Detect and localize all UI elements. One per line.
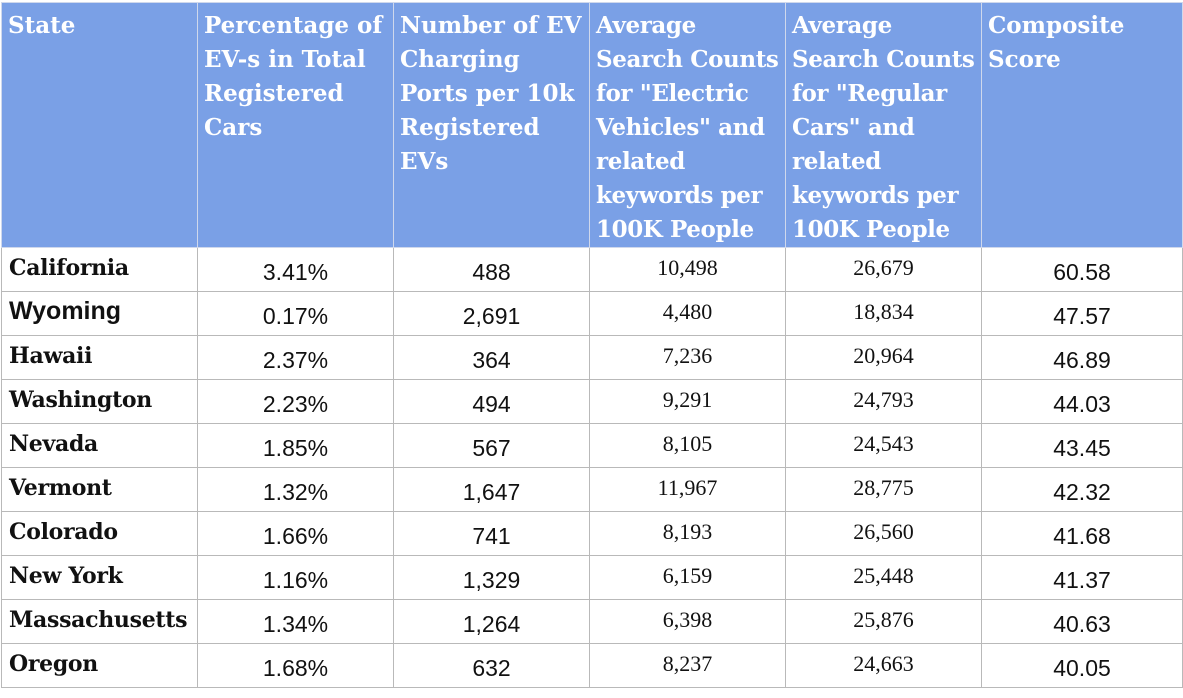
pct-ev-cell: 0.17% [197,291,394,336]
composite-score-cell: 41.68 [981,511,1183,556]
header-charging-ports: Number of EV Charging Ports per 10k Regi… [393,2,590,248]
search-ev-cell: 8,105 [589,423,786,468]
search-ev-cell: 6,398 [589,599,786,644]
header-state: State [1,2,198,248]
charging-ports-cell: 488 [393,247,590,292]
table-row: New York 1.16% 1,329 6,159 25,448 41.37 [1,555,1183,600]
composite-score-cell: 41.37 [981,555,1183,600]
table-row: Oregon 1.68% 632 8,237 24,663 40.05 [1,643,1183,688]
state-cell: New York [1,555,198,600]
state-cell: Vermont [1,467,198,512]
charging-ports-cell: 1,647 [393,467,590,512]
composite-score-cell: 40.63 [981,599,1183,644]
pct-ev-cell: 2.23% [197,379,394,424]
header-search-regular: Average Search Counts for "Regular Cars"… [785,2,982,248]
search-regular-cell: 18,834 [785,291,982,336]
header-composite-score: Composite Score [981,2,1183,248]
table-row: Washington 2.23% 494 9,291 24,793 44.03 [1,379,1183,424]
pct-ev-cell: 1.34% [197,599,394,644]
header-search-ev: Average Search Counts for "Electric Vehi… [589,2,786,248]
pct-ev-cell: 1.85% [197,423,394,468]
search-regular-cell: 24,543 [785,423,982,468]
state-cell: Hawaii [1,335,198,380]
search-ev-cell: 11,967 [589,467,786,512]
charging-ports-cell: 494 [393,379,590,424]
search-ev-cell: 9,291 [589,379,786,424]
composite-score-cell: 42.32 [981,467,1183,512]
search-regular-cell: 25,448 [785,555,982,600]
state-cell: Wyoming [1,291,198,336]
composite-score-cell: 43.45 [981,423,1183,468]
composite-score-cell: 47.57 [981,291,1183,336]
table-header-row: State Percentage of EV-s in Total Regist… [1,2,1183,248]
pct-ev-cell: 1.16% [197,555,394,600]
table-row: Massachusetts 1.34% 1,264 6,398 25,876 4… [1,599,1183,644]
search-ev-cell: 4,480 [589,291,786,336]
search-regular-cell: 26,560 [785,511,982,556]
pct-ev-cell: 3.41% [197,247,394,292]
state-cell: Washington [1,379,198,424]
pct-ev-cell: 2.37% [197,335,394,380]
state-cell: California [1,247,198,292]
table-row: California 3.41% 488 10,498 26,679 60.58 [1,247,1183,292]
search-regular-cell: 24,663 [785,643,982,688]
charging-ports-cell: 1,264 [393,599,590,644]
header-pct-ev: Percentage of EV-s in Total Registered C… [197,2,394,248]
composite-score-cell: 44.03 [981,379,1183,424]
charging-ports-cell: 567 [393,423,590,468]
charging-ports-cell: 1,329 [393,555,590,600]
state-cell: Colorado [1,511,198,556]
state-cell: Oregon [1,643,198,688]
search-ev-cell: 10,498 [589,247,786,292]
table-row: Wyoming 0.17% 2,691 4,480 18,834 47.57 [1,291,1183,336]
table-row: Vermont 1.32% 1,647 11,967 28,775 42.32 [1,467,1183,512]
pct-ev-cell: 1.32% [197,467,394,512]
charging-ports-cell: 364 [393,335,590,380]
search-regular-cell: 26,679 [785,247,982,292]
charging-ports-cell: 632 [393,643,590,688]
search-ev-cell: 8,193 [589,511,786,556]
search-regular-cell: 25,876 [785,599,982,644]
composite-score-cell: 46.89 [981,335,1183,380]
search-ev-cell: 7,236 [589,335,786,380]
search-ev-cell: 6,159 [589,555,786,600]
state-cell: Nevada [1,423,198,468]
search-ev-cell: 8,237 [589,643,786,688]
state-cell: Massachusetts [1,599,198,644]
table-row: Hawaii 2.37% 364 7,236 20,964 46.89 [1,335,1183,380]
table-row: Nevada 1.85% 567 8,105 24,543 43.45 [1,423,1183,468]
composite-score-cell: 40.05 [981,643,1183,688]
charging-ports-cell: 2,691 [393,291,590,336]
search-regular-cell: 20,964 [785,335,982,380]
search-regular-cell: 24,793 [785,379,982,424]
search-regular-cell: 28,775 [785,467,982,512]
composite-score-cell: 60.58 [981,247,1183,292]
charging-ports-cell: 741 [393,511,590,556]
pct-ev-cell: 1.68% [197,643,394,688]
pct-ev-cell: 1.66% [197,511,394,556]
table-row: Colorado 1.66% 741 8,193 26,560 41.68 [1,511,1183,556]
